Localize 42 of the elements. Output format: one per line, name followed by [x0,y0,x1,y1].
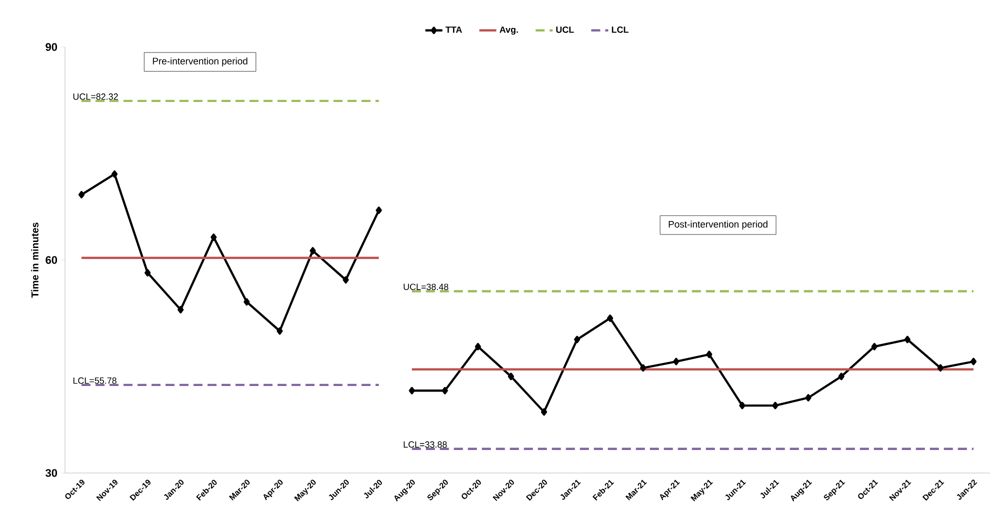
point [574,336,580,344]
point [706,350,712,358]
annotation: UCL=82.32 [73,93,118,100]
legend-label: Avg. [500,26,518,35]
point [937,364,944,372]
point [78,190,85,198]
y-tick-label: 60 [46,256,58,264]
point [838,372,844,380]
legend-label: TTA [446,26,462,33]
point [739,402,746,410]
annotation: LCL=33.88 [404,441,447,448]
legend-label: UCL [556,26,574,33]
point [508,372,514,380]
point [244,298,250,306]
point [474,342,481,350]
y-axis-title: Time in minutes [31,222,38,298]
annotation: UCL=38.48 [404,284,448,290]
point [178,306,184,314]
point [112,170,118,178]
point [772,402,778,410]
point [342,276,349,284]
y-tick-label: 30 [46,469,58,477]
point [540,408,548,416]
legend-label: LCL [612,26,628,33]
point [310,247,316,254]
point [871,342,878,350]
point [210,234,217,241]
point [673,358,680,366]
point [805,394,812,402]
annotation: LCL=55.78 [73,377,116,384]
point [144,269,151,276]
y-tick-label: 90 [46,43,58,51]
point [640,364,646,372]
point [276,327,283,335]
point [970,358,977,366]
point [408,386,415,394]
point [376,206,382,214]
point [442,386,448,394]
annotation: Post-intervention period [668,220,768,230]
point [607,314,614,322]
annotation: Pre-intervention period [152,57,248,66]
point [904,336,910,344]
